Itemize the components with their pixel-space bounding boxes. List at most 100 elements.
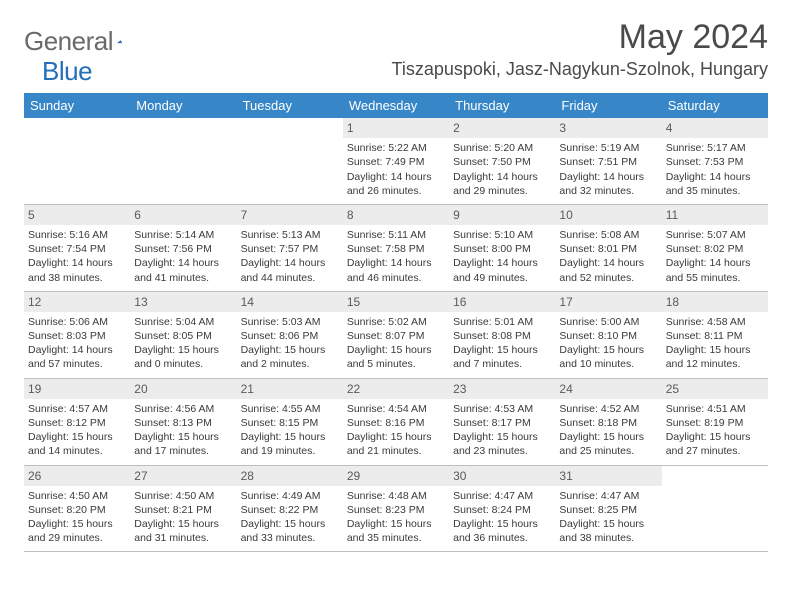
sunrise-line: Sunrise: 4:48 AM [347,489,445,503]
day-header-row: Sunday Monday Tuesday Wednesday Thursday… [24,93,768,118]
day-cell: 23Sunrise: 4:53 AMSunset: 8:17 PMDayligh… [449,379,555,465]
daylight-line: Daylight: 14 hours and 55 minutes. [666,256,764,284]
day-number: 30 [449,466,555,486]
day-cell: 12Sunrise: 5:06 AMSunset: 8:03 PMDayligh… [24,292,130,378]
sunrise-line: Sunrise: 5:11 AM [347,228,445,242]
day-number [237,118,343,138]
day-cell: 8Sunrise: 5:11 AMSunset: 7:58 PMDaylight… [343,205,449,291]
daylight-line: Daylight: 14 hours and 46 minutes. [347,256,445,284]
day-cell: 11Sunrise: 5:07 AMSunset: 8:02 PMDayligh… [662,205,768,291]
sunset-line: Sunset: 8:10 PM [559,329,657,343]
day-header-thu: Thursday [449,93,555,118]
day-number [662,466,768,486]
week-row: 12Sunrise: 5:06 AMSunset: 8:03 PMDayligh… [24,292,768,379]
week-row: 5Sunrise: 5:16 AMSunset: 7:54 PMDaylight… [24,205,768,292]
day-cell: 9Sunrise: 5:10 AMSunset: 8:00 PMDaylight… [449,205,555,291]
day-number: 18 [662,292,768,312]
day-number: 21 [237,379,343,399]
day-number: 4 [662,118,768,138]
sunrise-line: Sunrise: 4:49 AM [241,489,339,503]
calendar: Sunday Monday Tuesday Wednesday Thursday… [24,93,768,552]
sunset-line: Sunset: 7:54 PM [28,242,126,256]
day-cell: 18Sunrise: 4:58 AMSunset: 8:11 PMDayligh… [662,292,768,378]
sunset-line: Sunset: 7:58 PM [347,242,445,256]
day-cell: 16Sunrise: 5:01 AMSunset: 8:08 PMDayligh… [449,292,555,378]
weeks-container: 1Sunrise: 5:22 AMSunset: 7:49 PMDaylight… [24,118,768,552]
sunrise-line: Sunrise: 5:17 AM [666,141,764,155]
day-number [24,118,130,138]
daylight-line: Daylight: 14 hours and 57 minutes. [28,343,126,371]
day-number: 24 [555,379,661,399]
day-cell [24,118,130,204]
sunrise-line: Sunrise: 4:58 AM [666,315,764,329]
day-cell: 24Sunrise: 4:52 AMSunset: 8:18 PMDayligh… [555,379,661,465]
sunset-line: Sunset: 8:21 PM [134,503,232,517]
sunset-line: Sunset: 8:20 PM [28,503,126,517]
daylight-line: Daylight: 14 hours and 35 minutes. [666,170,764,198]
day-number [130,118,236,138]
sunrise-line: Sunrise: 4:50 AM [134,489,232,503]
sunset-line: Sunset: 8:05 PM [134,329,232,343]
day-cell: 3Sunrise: 5:19 AMSunset: 7:51 PMDaylight… [555,118,661,204]
day-cell: 19Sunrise: 4:57 AMSunset: 8:12 PMDayligh… [24,379,130,465]
sunset-line: Sunset: 7:53 PM [666,155,764,169]
daylight-line: Daylight: 14 hours and 52 minutes. [559,256,657,284]
day-number: 5 [24,205,130,225]
sunset-line: Sunset: 8:13 PM [134,416,232,430]
day-cell: 5 Sunrise: 5:16 AMSunset: 7:54 PMDaylight… [24,205,130,291]
day-cell: 26Sunrise: 4:50 AMSunset: 8:20 PMDayligh… [24,466,130,552]
sunrise-line: Sunrise: 4:47 AM [559,489,657,503]
logo-text-general: General [24,26,113,57]
day-cell: 7Sunrise: 5:13 AMSunset: 7:57 PMDaylight… [237,205,343,291]
daylight-line: Daylight: 15 hours and 36 minutes. [453,517,551,545]
daylight-line: Daylight: 15 hours and 38 minutes. [559,517,657,545]
sunrise-line: Sunrise: 4:52 AM [559,402,657,416]
day-header-tue: Tuesday [237,93,343,118]
logo-triangle-icon [117,32,122,52]
daylight-line: Daylight: 15 hours and 35 minutes. [347,517,445,545]
month-year-title: May 2024 [392,18,769,57]
day-cell: 10Sunrise: 5:08 AMSunset: 8:01 PMDayligh… [555,205,661,291]
sunrise-line: Sunrise: 5:04 AM [134,315,232,329]
day-cell [237,118,343,204]
daylight-line: Daylight: 15 hours and 17 minutes. [134,430,232,458]
day-number: 29 [343,466,449,486]
day-header-mon: Monday [130,93,236,118]
sunset-line: Sunset: 8:06 PM [241,329,339,343]
day-number: 28 [237,466,343,486]
sunset-line: Sunset: 7:51 PM [559,155,657,169]
sunrise-line: Sunrise: 5:16 AM [28,228,126,242]
sunset-line: Sunset: 8:08 PM [453,329,551,343]
day-number: 12 [24,292,130,312]
sunrise-line: Sunrise: 4:56 AM [134,402,232,416]
daylight-line: Daylight: 15 hours and 19 minutes. [241,430,339,458]
daylight-line: Daylight: 15 hours and 27 minutes. [666,430,764,458]
logo-text-blue: Blue [42,56,92,87]
daylight-line: Daylight: 14 hours and 44 minutes. [241,256,339,284]
sunrise-line: Sunrise: 4:47 AM [453,489,551,503]
sunset-line: Sunset: 8:25 PM [559,503,657,517]
daylight-line: Daylight: 15 hours and 14 minutes. [28,430,126,458]
day-number: 23 [449,379,555,399]
day-header-fri: Friday [555,93,661,118]
sunrise-line: Sunrise: 5:01 AM [453,315,551,329]
title-block: May 2024 Tiszapuspoki, Jasz-Nagykun-Szol… [392,18,769,80]
sunset-line: Sunset: 8:01 PM [559,242,657,256]
sunset-line: Sunset: 7:57 PM [241,242,339,256]
day-cell: 2Sunrise: 5:20 AMSunset: 7:50 PMDaylight… [449,118,555,204]
daylight-line: Daylight: 15 hours and 29 minutes. [28,517,126,545]
sunset-line: Sunset: 8:17 PM [453,416,551,430]
day-cell: 17Sunrise: 5:00 AMSunset: 8:10 PMDayligh… [555,292,661,378]
daylight-line: Daylight: 15 hours and 2 minutes. [241,343,339,371]
day-cell: 25Sunrise: 4:51 AMSunset: 8:19 PMDayligh… [662,379,768,465]
sunrise-line: Sunrise: 5:06 AM [28,315,126,329]
day-cell: 4 Sunrise: 5:17 AMSunset: 7:53 PMDaylight… [662,118,768,204]
daylight-line: Daylight: 14 hours and 38 minutes. [28,256,126,284]
day-number: 19 [24,379,130,399]
sunrise-line: Sunrise: 5:13 AM [241,228,339,242]
day-number: 15 [343,292,449,312]
day-number: 17 [555,292,661,312]
sunset-line: Sunset: 8:23 PM [347,503,445,517]
sunrise-line: Sunrise: 4:54 AM [347,402,445,416]
day-number: 26 [24,466,130,486]
